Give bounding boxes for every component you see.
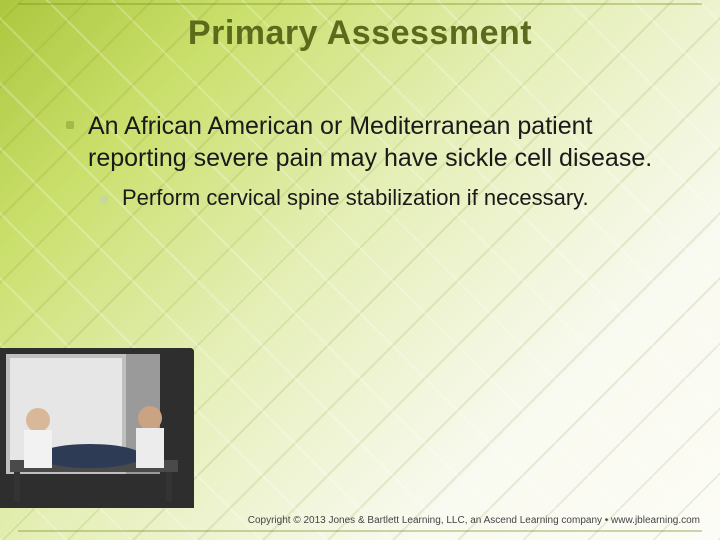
bottom-rule xyxy=(18,530,702,532)
bullet-lvl2: Perform cervical spine stabilization if … xyxy=(100,184,676,212)
copyright-text: Copyright © 2013 Jones & Bartlett Learni… xyxy=(248,515,700,526)
slide-body: An African American or Mediterranean pat… xyxy=(66,110,676,212)
top-rule xyxy=(18,3,702,5)
slide: Primary Assessment An African American o… xyxy=(0,0,720,540)
slide-title: Primary Assessment xyxy=(0,14,720,53)
corner-photo xyxy=(0,348,194,508)
bullet-lvl1: An African American or Mediterranean pat… xyxy=(66,110,676,174)
bullet-lvl2-text: Perform cervical spine stabilization if … xyxy=(122,184,589,212)
ambulance-photo-icon xyxy=(0,348,194,508)
dash-marker-icon xyxy=(100,195,108,203)
bullet-marker-icon xyxy=(66,121,74,129)
bullet-lvl1-text: An African American or Mediterranean pat… xyxy=(88,110,676,174)
